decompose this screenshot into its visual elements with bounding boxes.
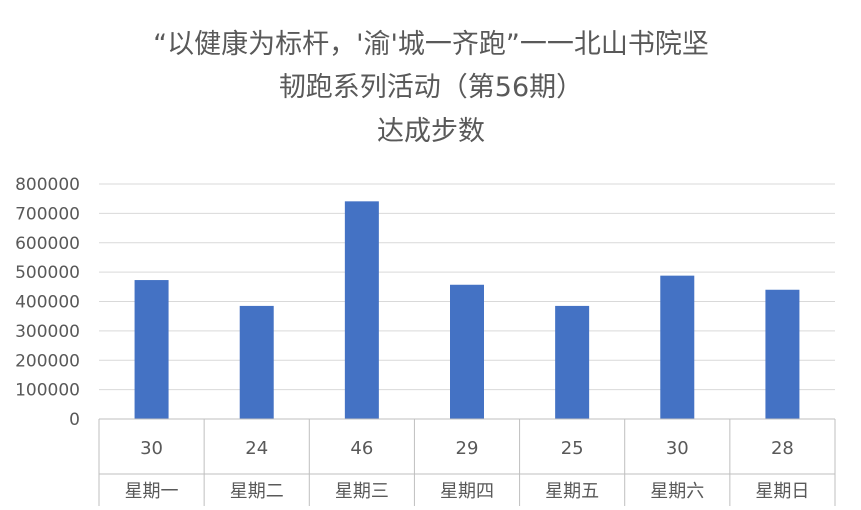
bar — [555, 305, 590, 419]
chart-title-line-3: 达成步数 — [377, 116, 485, 147]
chart-title-line-1: “以健康为标杆，'渝'城一齐跑”一一北山书院坚 — [153, 29, 709, 60]
chart-title-line-2: 韧跑系列活动（第56期） — [279, 72, 583, 103]
y-tick-label: 400000 — [15, 293, 80, 313]
participant-count-label: 25 — [561, 438, 584, 459]
category-label: 星期一 — [125, 481, 179, 502]
bar — [239, 305, 274, 419]
y-tick-label: 500000 — [15, 263, 80, 283]
bar — [765, 289, 800, 419]
category-label: 星期日 — [755, 481, 809, 502]
bar — [344, 201, 379, 419]
participant-count-label: 30 — [666, 438, 689, 459]
category-label: 星期二 — [230, 481, 284, 502]
y-tick-label: 200000 — [15, 351, 80, 371]
category-label: 星期六 — [650, 481, 704, 502]
participant-count-label: 29 — [456, 438, 479, 459]
bar — [134, 280, 169, 419]
participant-count-label: 28 — [771, 438, 794, 459]
category-label: 星期四 — [440, 481, 494, 502]
y-tick-label: 800000 — [15, 175, 80, 195]
y-tick-label: 600000 — [15, 234, 80, 254]
y-tick-label: 100000 — [15, 381, 80, 401]
category-table: 30 星期一 24 星期二 46 星期三 29 星期四 25 星期五 30 星期六 28 星期日 — [98, 418, 836, 506]
bar — [450, 284, 484, 419]
y-tick-label: 300000 — [15, 322, 80, 342]
bar — [660, 275, 695, 419]
participant-count-label: 30 — [140, 438, 163, 459]
y-tick-label: 0 — [69, 410, 80, 430]
y-tick-label: 700000 — [15, 204, 80, 224]
bars — [134, 201, 800, 419]
participant-count-label: 46 — [350, 438, 373, 459]
category-label: 星期三 — [335, 481, 389, 502]
y-axis-tick-labels: 0 100000 200000 300000 400000 500000 600000 700… — [15, 175, 80, 430]
category-label: 星期五 — [545, 481, 599, 502]
participant-count-label: 24 — [245, 438, 268, 459]
chart-title: “以健康为标杆，'渝'城一齐跑”一一北山书院坚 韧跑系列活动（第56期） 达成步… — [153, 29, 709, 147]
